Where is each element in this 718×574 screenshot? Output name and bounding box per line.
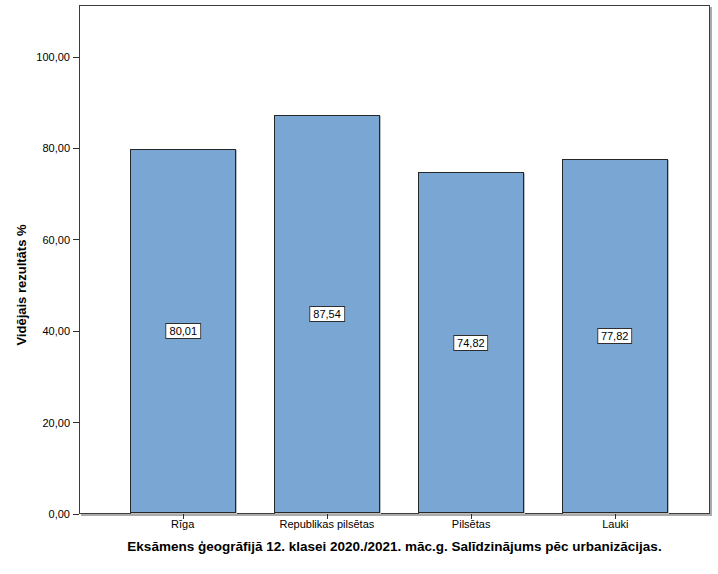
y-tick-label: 60,00 <box>0 233 70 247</box>
bar-value-label: 74,82 <box>453 335 489 351</box>
y-tick-mark <box>73 239 79 240</box>
bar-value-label: 87,54 <box>309 306 345 322</box>
bar: 77,82 <box>562 159 668 513</box>
y-tick-mark <box>73 331 79 332</box>
chart-title: Eksāmens ģeogrāfijā 12. klasei 2020./202… <box>79 538 710 556</box>
chart-canvas: Vidējais rezultāts % 80,0187,5474,8277,8… <box>0 0 718 574</box>
y-tick-label: 100,00 <box>0 50 70 64</box>
x-category-label: Lauki <box>602 517 628 531</box>
y-tick-label: 80,00 <box>0 141 70 155</box>
x-category-label: Rīga <box>171 517 194 531</box>
bar: 80,01 <box>130 149 236 513</box>
bar: 87,54 <box>274 115 380 513</box>
plot-area: 80,01 87,54 74,82 77,82 <box>79 5 710 514</box>
y-tick-label: 0,00 <box>0 507 70 521</box>
bar-value-label: 80,01 <box>166 323 202 339</box>
bar-value-label: 77,82 <box>597 328 633 344</box>
y-tick-label: 20,00 <box>0 416 70 430</box>
y-tick-mark <box>73 148 79 149</box>
x-category-label: Pilsētas <box>452 517 491 531</box>
bar: 74,82 <box>418 172 524 513</box>
y-tick-mark <box>73 422 79 423</box>
y-tick-label: 40,00 <box>0 324 70 338</box>
y-tick-mark <box>73 57 79 58</box>
y-tick-mark <box>73 514 79 515</box>
x-category-label: Republikas pilsētas <box>280 517 375 531</box>
